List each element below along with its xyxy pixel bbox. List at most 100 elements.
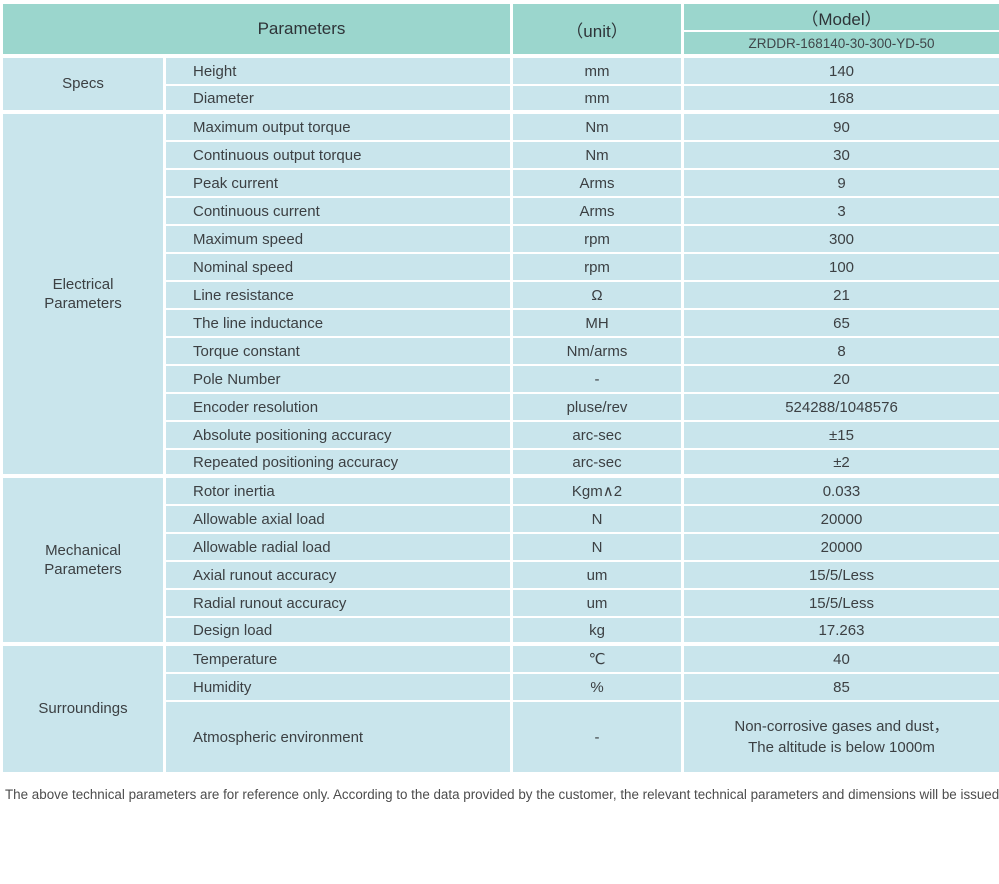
param-value: 15/5/Less bbox=[684, 590, 999, 618]
section-label: Mechanical Parameters bbox=[3, 478, 166, 646]
param-name: Continuous current bbox=[166, 198, 513, 226]
param-name: Continuous output torque bbox=[166, 142, 513, 170]
param-unit: Nm/arms bbox=[513, 338, 684, 366]
param-unit: ℃ bbox=[513, 646, 684, 674]
model-number: ZRDDR-168140-30-300-YD-50 bbox=[684, 32, 999, 58]
table-row: Repeated positioning accuracy arc-sec ±2 bbox=[3, 450, 999, 478]
param-name: Nominal speed bbox=[166, 254, 513, 282]
param-unit: mm bbox=[513, 86, 684, 114]
param-value: 17.263 bbox=[684, 618, 999, 646]
param-unit: Nm bbox=[513, 142, 684, 170]
table-row: Surroundings Temperature ℃ 40 bbox=[3, 646, 999, 774]
unit-header: （unit） bbox=[513, 4, 684, 58]
param-value: 15/5/Less bbox=[684, 562, 999, 590]
table-row: Allowable radial load N 20000 bbox=[3, 534, 999, 562]
param-name: Repeated positioning accuracy bbox=[166, 450, 513, 478]
table-row: Radial runout accuracy um 15/5/Less bbox=[3, 590, 999, 618]
param-unit: arc-sec bbox=[513, 422, 684, 450]
table-row: Specs Height mm 140 bbox=[3, 58, 999, 114]
table-row: Absolute positioning accuracy arc-sec ±15 bbox=[3, 422, 999, 450]
param-unit: MH bbox=[513, 310, 684, 338]
param-name: Maximum speed bbox=[166, 226, 513, 254]
param-name: Line resistance bbox=[166, 282, 513, 310]
param-value: 168 bbox=[684, 86, 999, 114]
param-value: 3 bbox=[684, 198, 999, 226]
param-value: 140 bbox=[684, 58, 999, 86]
table-row: Nominal speed rpm 100 bbox=[3, 254, 999, 282]
param-unit: - bbox=[513, 366, 684, 394]
param-name: Pole Number bbox=[166, 366, 513, 394]
table-row: Electrical Parameters Maximum output torq… bbox=[3, 114, 999, 478]
section-label: Specs bbox=[3, 58, 166, 114]
param-unit: Nm bbox=[513, 114, 684, 142]
param-unit: rpm bbox=[513, 254, 684, 282]
param-name: Rotor inertia bbox=[166, 478, 513, 506]
spec-sheet: Parameters （unit） （Model） ZRDDR-168140-3… bbox=[3, 4, 999, 802]
param-name: Encoder resolution bbox=[166, 394, 513, 422]
param-value: ±15 bbox=[684, 422, 999, 450]
param-name: Allowable axial load bbox=[166, 506, 513, 534]
param-unit: Ω bbox=[513, 282, 684, 310]
table-row: Allowable axial load N 20000 bbox=[3, 506, 999, 534]
param-value: 100 bbox=[684, 254, 999, 282]
param-value: 0.033 bbox=[684, 478, 999, 506]
param-name: Peak current bbox=[166, 170, 513, 198]
param-unit: N bbox=[513, 534, 684, 562]
table-row: The line inductance MH 65 bbox=[3, 310, 999, 338]
param-name: Maximum output torque bbox=[166, 114, 513, 142]
table-row: Mechanical Parameters Rotor inertia Kgm∧2 0… bbox=[3, 478, 999, 646]
table-header: Parameters （unit） （Model） ZRDDR-168140-3… bbox=[3, 4, 999, 58]
table-row: Continuous output torque Nm 30 bbox=[3, 142, 999, 170]
param-value: 20000 bbox=[684, 534, 999, 562]
table-row: Humidity% 85 bbox=[3, 674, 999, 702]
param-value: 20 bbox=[684, 366, 999, 394]
param-value: 65 bbox=[684, 310, 999, 338]
spec-table: Parameters （unit） （Model） ZRDDR-168140-3… bbox=[3, 4, 999, 774]
table-row: Atmospheric environment - Non-corrosive ga… bbox=[3, 702, 999, 774]
param-name: Absolute positioning accuracy bbox=[166, 422, 513, 450]
table-row: Maximum speed rpm 300 bbox=[3, 226, 999, 254]
param-value: 30 bbox=[684, 142, 999, 170]
param-name: Height bbox=[166, 58, 513, 86]
param-value: 8 bbox=[684, 338, 999, 366]
param-value: 9 bbox=[684, 170, 999, 198]
table-row: Line resistance Ω 21 bbox=[3, 282, 999, 310]
table-row: Torque constant Nm/arms 8 bbox=[3, 338, 999, 366]
param-name: Allowable radial load bbox=[166, 534, 513, 562]
section-label: Electrical Parameters bbox=[3, 114, 166, 478]
param-unit: pluse/rev bbox=[513, 394, 684, 422]
section-label: Surroundings bbox=[3, 646, 166, 774]
table-row: Design load kg 17.263 bbox=[3, 618, 999, 646]
param-name: Design load bbox=[166, 618, 513, 646]
param-unit: - bbox=[513, 702, 684, 774]
param-name: Diameter bbox=[166, 86, 513, 114]
param-name: Humidity bbox=[166, 674, 513, 702]
param-value: 21 bbox=[684, 282, 999, 310]
param-name: Temperature bbox=[166, 646, 513, 674]
model-header: （Model） bbox=[684, 4, 999, 32]
param-name: Radial runout accuracy bbox=[166, 590, 513, 618]
parameters-header: Parameters bbox=[3, 4, 513, 58]
param-unit: % bbox=[513, 674, 684, 702]
param-unit: um bbox=[513, 562, 684, 590]
spec-table-body: Specs Height mm 140 Diameter mm 168 Electrical … bbox=[3, 58, 999, 774]
param-unit: Arms bbox=[513, 198, 684, 226]
table-row: Continuous current Arms 3 bbox=[3, 198, 999, 226]
table-row: Peak current Arms 9 bbox=[3, 170, 999, 198]
param-unit: mm bbox=[513, 58, 684, 86]
param-unit: N bbox=[513, 506, 684, 534]
disclaimer-text: The above technical parameters are for r… bbox=[5, 787, 999, 802]
param-unit: arc-sec bbox=[513, 450, 684, 478]
param-unit: Arms bbox=[513, 170, 684, 198]
param-value: Non-corrosive gases and dust， The altitu… bbox=[684, 702, 999, 774]
param-value: 300 bbox=[684, 226, 999, 254]
param-unit: rpm bbox=[513, 226, 684, 254]
param-value: 40 bbox=[684, 646, 999, 674]
table-row: Encoder resolution pluse/rev 524288/104857… bbox=[3, 394, 999, 422]
param-name: The line inductance bbox=[166, 310, 513, 338]
param-name: Atmospheric environment bbox=[166, 702, 513, 774]
table-row: Pole Number -20 bbox=[3, 366, 999, 394]
param-value: ±2 bbox=[684, 450, 999, 478]
table-row: Diameter mm 168 bbox=[3, 86, 999, 114]
param-name: Torque constant bbox=[166, 338, 513, 366]
